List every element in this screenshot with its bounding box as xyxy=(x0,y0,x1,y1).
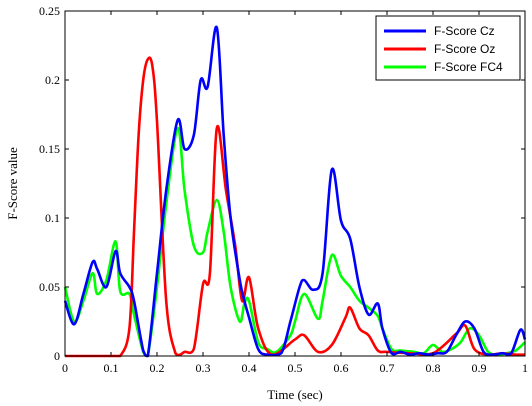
x-tick-label: 0.8 xyxy=(426,361,441,375)
x-axis: 0 0.1 0.2 0.3 0.4 0.5 0.6 0.7 0.8 0.9 1 xyxy=(62,11,528,375)
legend-label-fc4: F-Score FC4 xyxy=(434,60,503,74)
y-axis: 0 0.05 0.1 0.15 0.2 0.25 xyxy=(39,4,525,363)
y-tick-label: 0.15 xyxy=(39,142,60,156)
x-tick-label: 0.2 xyxy=(150,361,165,375)
x-tick-label: 0.1 xyxy=(104,361,119,375)
x-tick-label: 0.5 xyxy=(288,361,303,375)
x-axis-label: Time (sec) xyxy=(267,387,323,402)
x-tick-label: 0.3 xyxy=(196,361,211,375)
x-tick-label: 0.7 xyxy=(380,361,395,375)
y-tick-label: 0.05 xyxy=(39,280,60,294)
legend-label-cz: F-Score Cz xyxy=(434,24,495,38)
x-tick-label: 0.9 xyxy=(472,361,487,375)
x-tick-label: 0.6 xyxy=(334,361,349,375)
legend-label-oz: F-Score Oz xyxy=(434,42,495,56)
y-axis-label: F-Score value xyxy=(5,147,20,220)
x-tick-label: 1 xyxy=(522,361,528,375)
x-tick-label: 0.4 xyxy=(242,361,257,375)
y-tick-label: 0.1 xyxy=(45,211,60,225)
y-tick-label: 0.2 xyxy=(45,73,60,87)
y-tick-label: 0 xyxy=(54,349,60,363)
series-line-fc4 xyxy=(63,126,526,358)
series-line-cz xyxy=(63,25,527,358)
plot-lines xyxy=(63,25,527,358)
legend: F-Score Cz F-Score Oz F-Score FC4 xyxy=(375,15,521,81)
x-tick-label: 0 xyxy=(62,361,68,375)
y-tick-label: 0.25 xyxy=(39,4,60,18)
